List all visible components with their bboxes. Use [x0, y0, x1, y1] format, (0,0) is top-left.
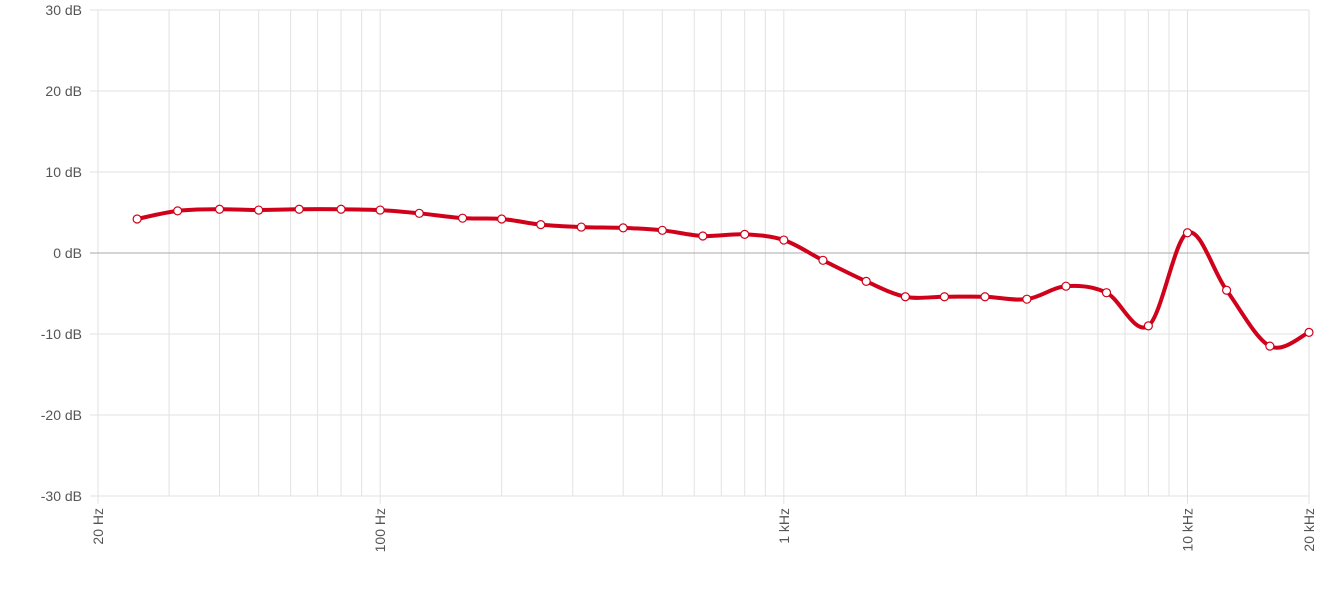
data-point [1061, 281, 1071, 291]
data-point [214, 204, 225, 214]
y-tick-label: -30 dB [41, 488, 82, 504]
data-point [1101, 288, 1112, 298]
data-point [900, 292, 910, 302]
data-point [1143, 321, 1153, 331]
data-point [779, 235, 789, 245]
data-point [1222, 285, 1232, 295]
y-tick-label: 0 dB [53, 245, 82, 261]
data-point [536, 220, 546, 230]
y-tick-label: 10 dB [45, 164, 82, 180]
y-tick-label: -20 dB [41, 407, 82, 423]
data-point [254, 205, 264, 215]
data-point [132, 214, 142, 224]
data-point [173, 206, 183, 216]
data-point [576, 222, 586, 232]
data-point [657, 225, 667, 235]
data-point [818, 255, 828, 265]
y-tick-label: 30 dB [45, 2, 82, 18]
data-point [457, 213, 468, 223]
x-tick-label: 1 kHz [776, 508, 792, 544]
data-point [294, 204, 304, 214]
data-point [861, 276, 871, 286]
response-line [136, 207, 1310, 350]
data-point [497, 214, 507, 224]
data-point [618, 223, 628, 233]
data-point [1304, 327, 1314, 337]
x-tick-label: 20 kHz [1301, 508, 1317, 552]
data-point [939, 292, 950, 302]
data-point [336, 204, 346, 214]
data-point [698, 231, 708, 241]
x-tick-label: 10 kHz [1179, 508, 1195, 552]
data-point [1182, 228, 1193, 238]
data-point [1265, 341, 1275, 351]
data-point [375, 205, 385, 215]
x-tick-label: 20 Hz [90, 508, 106, 545]
y-tick-label: 20 dB [45, 83, 82, 99]
data-point [980, 292, 990, 302]
data-point [740, 229, 750, 239]
data-point [414, 208, 424, 218]
y-tick-label: -10 dB [41, 326, 82, 342]
data-point [1022, 294, 1032, 304]
x-tick-label: 100 Hz [372, 508, 388, 552]
